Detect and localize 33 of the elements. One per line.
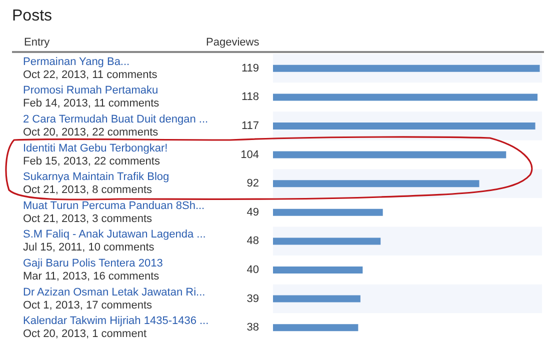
data-label: 118	[241, 91, 259, 104]
bar	[273, 180, 480, 188]
y-tick-label: Sukarnya Maintain Trafik Blog Oct 21, 2013, 8 comments	[23, 171, 170, 196]
data-label: 39	[246, 292, 259, 305]
text: Posts	[12, 8, 52, 24]
bar	[273, 122, 536, 130]
y-tick-label: 2 Cara Termudah Buat Duit dengan ... Oct 20, 2013, 22 comments	[23, 114, 208, 138]
bar	[273, 266, 363, 274]
y-axis-title: Entry	[24, 36, 50, 48]
bar	[273, 238, 381, 245]
bar	[273, 94, 538, 101]
data-label: 40	[246, 264, 259, 276]
y-tick-label: S.M Faliq - Anak Jutawan Lagenda ... Jul 15, 2011, 10 comments	[23, 228, 206, 254]
bar	[273, 151, 506, 158]
y-tick-label: Kalendar Takwim Hijriah 1435-1436 ... Oct 20, 2013, 1 comment	[23, 315, 209, 340]
x-axis-title: Pageviews	[206, 36, 260, 48]
data-label: 49	[246, 206, 259, 218]
data-label: 38	[246, 322, 259, 334]
data-label: 104	[240, 148, 259, 161]
y-tick-label: Permainan Yang Ba... Oct 22, 2013, 11 comments	[23, 56, 158, 81]
y-tick-label: Dr Azizan Osman Letak Jawatan Ri... Oct 1, 2013, 17 comments	[23, 286, 206, 312]
bar	[273, 295, 360, 302]
data-label: 92	[246, 178, 259, 190]
bar	[273, 208, 383, 216]
y-tick-label: Gaji Baru Polis Tentera 2013 Mar 11, 2013, 16 comments	[23, 258, 163, 282]
data-label: 48	[246, 235, 259, 248]
data-label: 119	[241, 62, 259, 74]
y-tick-label: Identiti Mat Gebu Terbongkar! Feb 15, 2013, 22 comments	[23, 142, 168, 168]
data-label: 117	[241, 120, 259, 132]
bar	[273, 64, 540, 72]
y-tick-label: Promosi Rumah Pertamaku Feb 14, 2013, 11 comments	[23, 84, 160, 110]
bar	[273, 324, 358, 332]
y-tick-label: Muat Turun Percuma Panduan 8Sh... Oct 21, 2013, 3 comments	[23, 200, 205, 225]
